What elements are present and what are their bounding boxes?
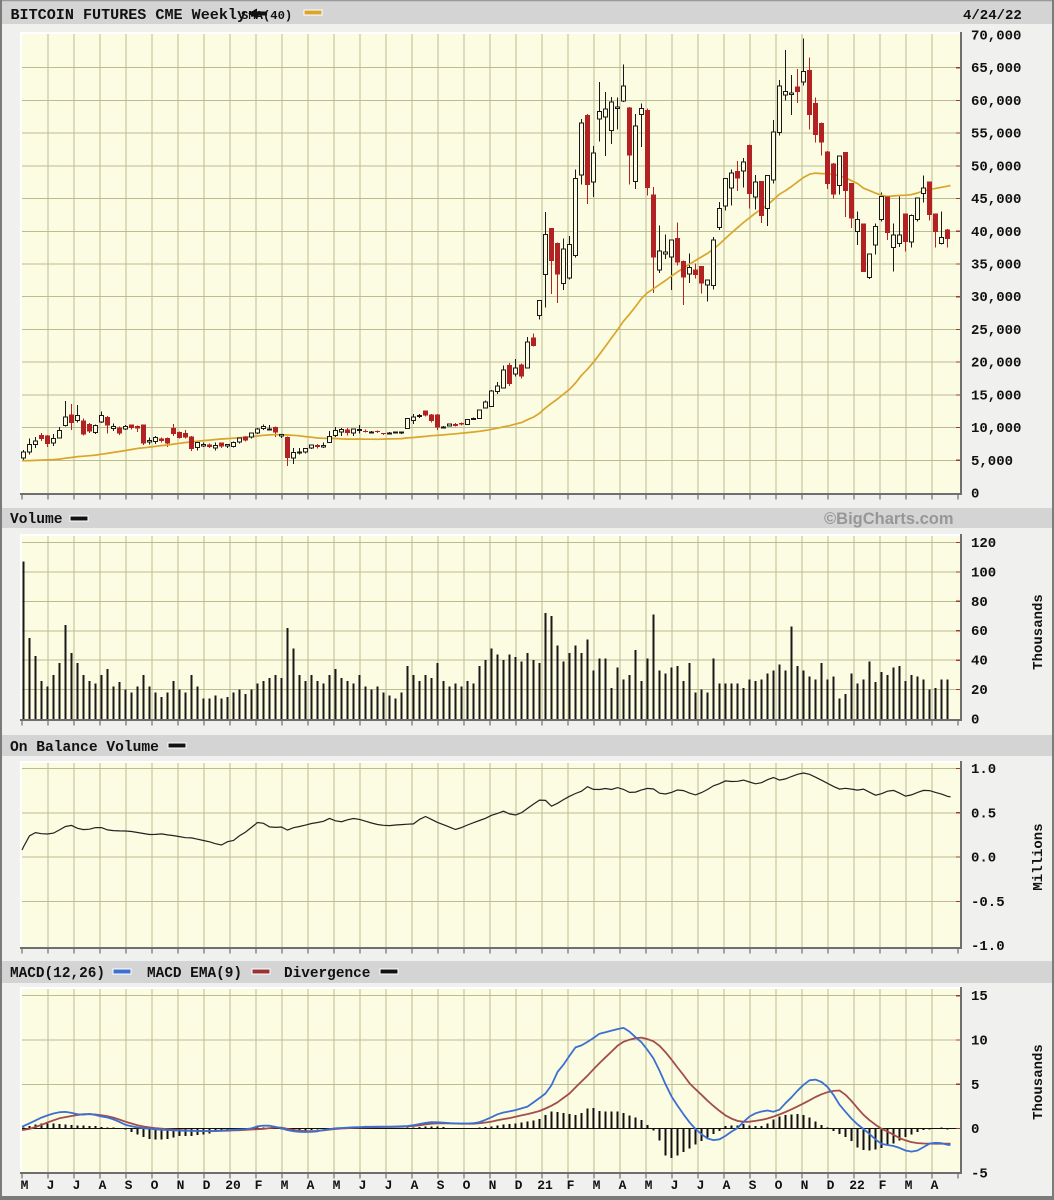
svg-text:A: A: [723, 1178, 731, 1193]
svg-text:4/24/22: 4/24/22: [963, 8, 1022, 24]
svg-text:-5: -5: [971, 1166, 988, 1182]
svg-text:D: D: [827, 1178, 835, 1193]
svg-text:M: M: [905, 1178, 913, 1193]
svg-text:MACD(12,26): MACD(12,26): [10, 966, 105, 982]
svg-text:25,000: 25,000: [971, 323, 1021, 339]
svg-text:J: J: [73, 1178, 81, 1193]
svg-text:65,000: 65,000: [971, 61, 1021, 77]
svg-text:5: 5: [971, 1078, 979, 1094]
svg-text:M: M: [645, 1178, 653, 1193]
svg-text:SMA(40): SMA(40): [241, 9, 292, 23]
svg-text:40,000: 40,000: [971, 225, 1021, 241]
svg-text:A: A: [411, 1178, 419, 1193]
svg-text:A: A: [307, 1178, 315, 1193]
svg-text:15: 15: [971, 989, 988, 1005]
svg-text:©BigCharts.com: ©BigCharts.com: [824, 510, 954, 528]
svg-text:10: 10: [971, 1034, 988, 1050]
svg-text:O: O: [463, 1178, 471, 1193]
svg-text:On Balance Volume: On Balance Volume: [10, 740, 159, 756]
svg-text:55,000: 55,000: [971, 127, 1021, 143]
svg-text:N: N: [177, 1178, 185, 1193]
svg-text:S: S: [125, 1178, 133, 1193]
svg-text:Thousands: Thousands: [1031, 1044, 1047, 1120]
svg-text:J: J: [359, 1178, 367, 1193]
svg-text:0: 0: [971, 713, 979, 729]
svg-text:Volume: Volume: [10, 512, 63, 528]
svg-text:F: F: [255, 1178, 263, 1193]
svg-text:A: A: [931, 1178, 939, 1193]
svg-text:M: M: [593, 1178, 601, 1193]
svg-text:22: 22: [849, 1178, 865, 1193]
svg-text:15,000: 15,000: [971, 388, 1021, 404]
svg-text:M: M: [281, 1178, 289, 1193]
svg-text:Divergence: Divergence: [284, 966, 370, 982]
svg-text:30,000: 30,000: [971, 290, 1021, 306]
svg-text:-1.0: -1.0: [971, 939, 1005, 955]
svg-text:80: 80: [971, 595, 988, 611]
svg-text:M: M: [333, 1178, 341, 1193]
svg-text:N: N: [801, 1178, 809, 1193]
svg-text:40: 40: [971, 654, 988, 670]
svg-text:Millions: Millions: [1031, 823, 1047, 890]
svg-text:O: O: [775, 1178, 783, 1193]
svg-text:J: J: [385, 1178, 393, 1193]
svg-text:BITCOIN FUTURES CME Weekly: BITCOIN FUTURES CME Weekly: [11, 6, 247, 24]
svg-text:0: 0: [971, 487, 979, 503]
svg-text:10,000: 10,000: [971, 421, 1021, 437]
svg-text:0: 0: [971, 1122, 979, 1138]
svg-text:A: A: [619, 1178, 627, 1193]
svg-text:21: 21: [537, 1178, 553, 1193]
svg-text:70,000: 70,000: [971, 29, 1021, 45]
svg-text:35,000: 35,000: [971, 258, 1021, 274]
svg-text:N: N: [489, 1178, 497, 1193]
svg-text:60: 60: [971, 624, 988, 640]
svg-text:100: 100: [971, 565, 996, 581]
svg-text:S: S: [437, 1178, 445, 1193]
svg-text:J: J: [697, 1178, 705, 1193]
svg-text:45,000: 45,000: [971, 192, 1021, 208]
svg-text:J: J: [671, 1178, 679, 1193]
svg-text:S: S: [749, 1178, 757, 1193]
svg-text:A: A: [99, 1178, 107, 1193]
svg-text:120: 120: [971, 536, 996, 552]
svg-text:D: D: [203, 1178, 211, 1193]
svg-text:J: J: [47, 1178, 55, 1193]
svg-text:0.0: 0.0: [971, 851, 996, 867]
svg-text:M: M: [21, 1178, 29, 1193]
svg-text:50,000: 50,000: [971, 159, 1021, 175]
svg-text:1.0: 1.0: [971, 762, 996, 778]
svg-text:60,000: 60,000: [971, 94, 1021, 110]
svg-text:20: 20: [971, 683, 988, 699]
svg-text:5,000: 5,000: [971, 454, 1013, 470]
svg-text:D: D: [515, 1178, 523, 1193]
svg-text:0.5: 0.5: [971, 806, 996, 822]
svg-text:-0.5: -0.5: [971, 895, 1005, 911]
svg-text:F: F: [567, 1178, 575, 1193]
svg-text:Thousands: Thousands: [1031, 594, 1047, 670]
svg-text:20,000: 20,000: [971, 356, 1021, 372]
svg-text:O: O: [151, 1178, 159, 1193]
svg-text:20: 20: [225, 1178, 241, 1193]
svg-text:MACD EMA(9): MACD EMA(9): [147, 966, 242, 982]
svg-text:F: F: [879, 1178, 887, 1193]
